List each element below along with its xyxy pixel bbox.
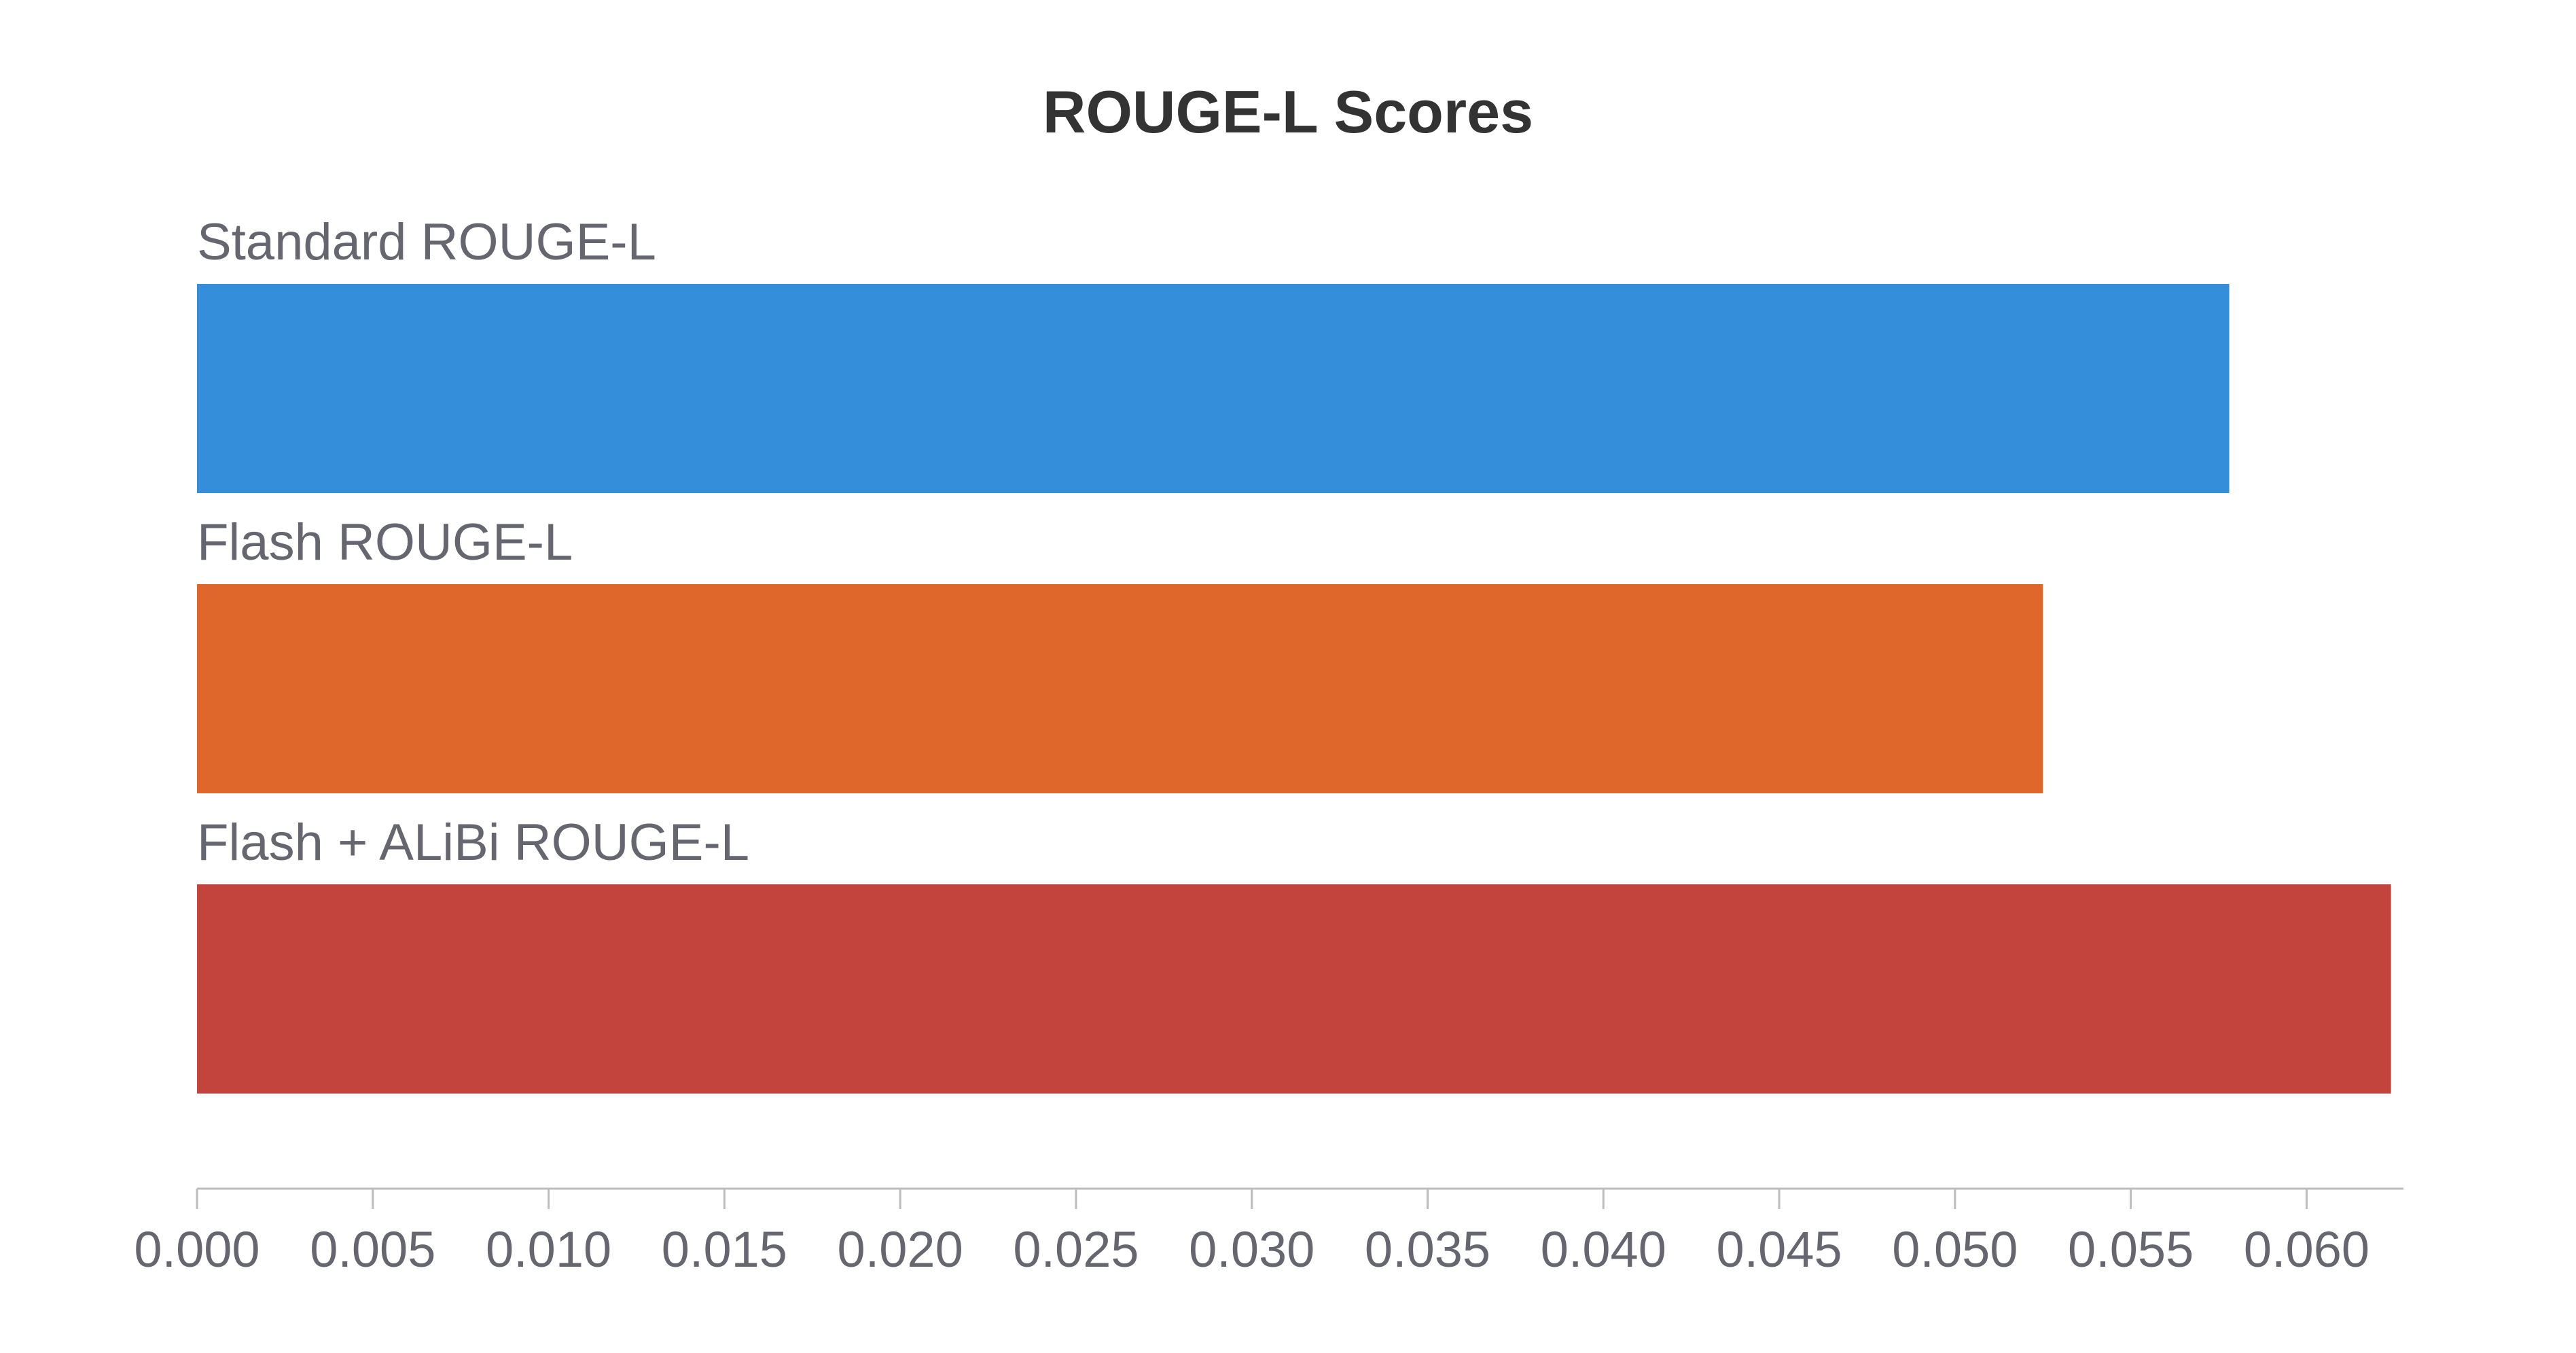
chart-title: ROUGE-L Scores (1043, 78, 1533, 145)
x-tick-label: 0.035 (1365, 1221, 1490, 1278)
bar-label: Standard ROUGE-L (197, 213, 656, 271)
bar-label: Flash + ALiBi ROUGE-L (197, 814, 749, 871)
bar (197, 884, 2391, 1094)
x-tick-label: 0.040 (1541, 1221, 1666, 1278)
bar (197, 584, 2043, 793)
x-tick-label: 0.045 (1716, 1221, 1842, 1278)
x-tick-label: 0.005 (310, 1221, 435, 1278)
x-tick-label: 0.020 (838, 1221, 963, 1278)
x-axis: 0.000 0.005 0.010 0.015 0.020 0.025 0.030 0.035… (134, 1187, 2403, 1278)
x-tick-label: 0.050 (1892, 1221, 2018, 1278)
x-tick-label: 0.055 (2068, 1221, 2194, 1278)
bar-label: Flash ROUGE-L (197, 513, 573, 571)
x-tick-label: 0.030 (1189, 1221, 1314, 1278)
bars-group: Standard ROUGE-L Flash ROUGE-L Flash + ALi… (197, 213, 2391, 1094)
bar (197, 284, 2230, 493)
x-tick-label: 0.000 (134, 1221, 260, 1278)
x-tick-label: 0.015 (662, 1221, 787, 1278)
x-tick-label: 0.060 (2244, 1221, 2369, 1278)
x-tick-label: 0.025 (1013, 1221, 1139, 1278)
x-tick-label: 0.010 (486, 1221, 611, 1278)
